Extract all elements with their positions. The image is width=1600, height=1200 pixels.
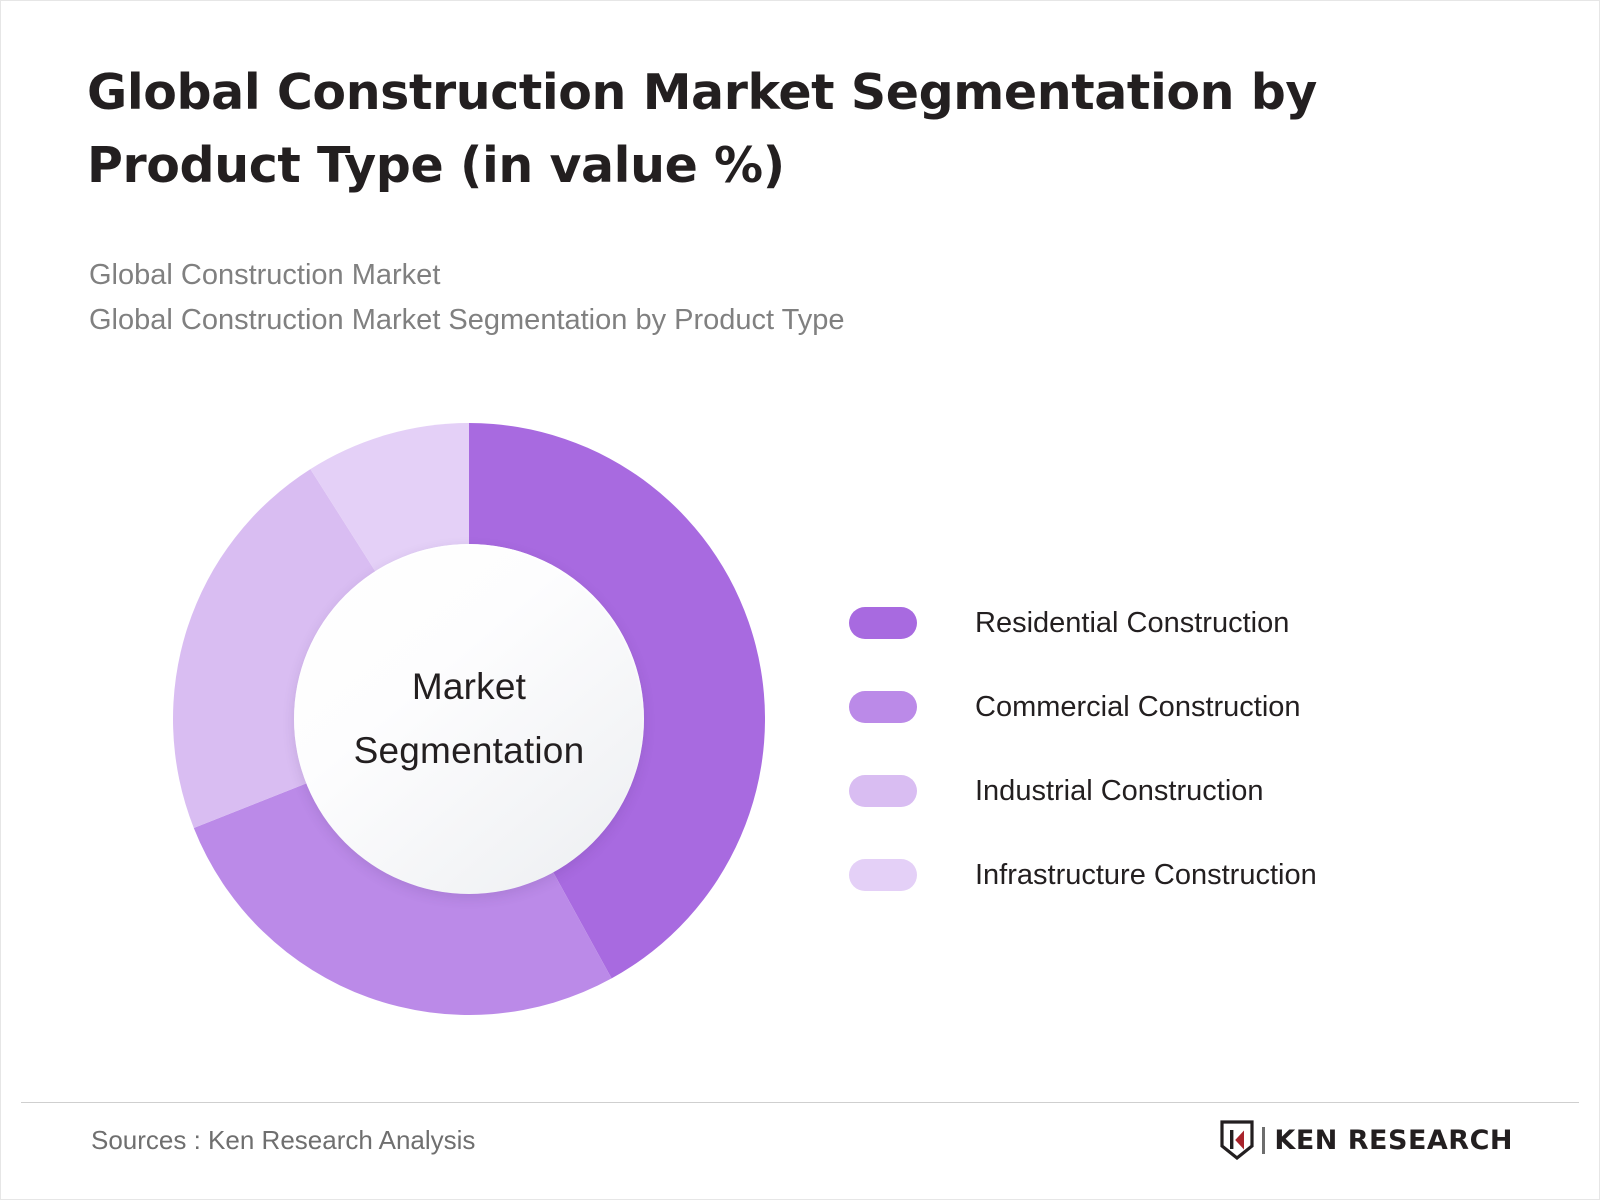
chart-area: Market Segmentation Residential Construc…: [1, 381, 1600, 1061]
logo-text: KEN RESEARCH: [1274, 1124, 1513, 1156]
chart-legend: Residential Construction Commercial Cons…: [849, 581, 1469, 917]
legend-item-residential[interactable]: Residential Construction: [849, 581, 1469, 665]
legend-label-industrial: Industrial Construction: [975, 774, 1264, 807]
legend-swatch-icon-commercial: [849, 691, 917, 723]
ken-research-logo: KEN RESEARCH: [1220, 1117, 1513, 1163]
legend-swatch-icon-residential: [849, 607, 917, 639]
donut-chart: Market Segmentation: [173, 423, 765, 1015]
legend-swatch-icon-industrial: [849, 775, 917, 807]
legend-label-residential: Residential Construction: [975, 606, 1290, 639]
legend-item-industrial[interactable]: Industrial Construction: [849, 749, 1469, 833]
logo-divider: [1262, 1126, 1266, 1154]
legend-swatch-icon-infrastructure: [849, 859, 917, 891]
legend-item-commercial[interactable]: Commercial Construction: [849, 665, 1469, 749]
sources-text: Sources : Ken Research Analysis: [91, 1125, 476, 1155]
subtitle-block: Global Construction Market Global Constr…: [89, 253, 1339, 343]
donut-center-line-2: Segmentation: [353, 730, 585, 771]
donut-center-line-1: Market: [411, 666, 527, 708]
donut-center-hub: Market Segmentation: [294, 544, 644, 894]
subtitle-line-1: Global Construction Market: [89, 259, 441, 291]
legend-item-infrastructure[interactable]: Infrastructure Construction: [849, 833, 1469, 917]
legend-label-infrastructure: Infrastructure Construction: [975, 858, 1317, 891]
legend-label-commercial: Commercial Construction: [975, 690, 1301, 723]
shield-k-icon: [1220, 1120, 1255, 1160]
footer: Sources : Ken Research Analysis KEN RESE…: [1, 1103, 1599, 1199]
page-title: Global Construction Market Segmentation …: [87, 64, 1317, 194]
footer-divider: [21, 1102, 1579, 1103]
subtitle-line-2: Global Construction Market Segmentation …: [89, 303, 845, 336]
header: Global Construction Market Segmentation …: [87, 57, 1407, 202]
